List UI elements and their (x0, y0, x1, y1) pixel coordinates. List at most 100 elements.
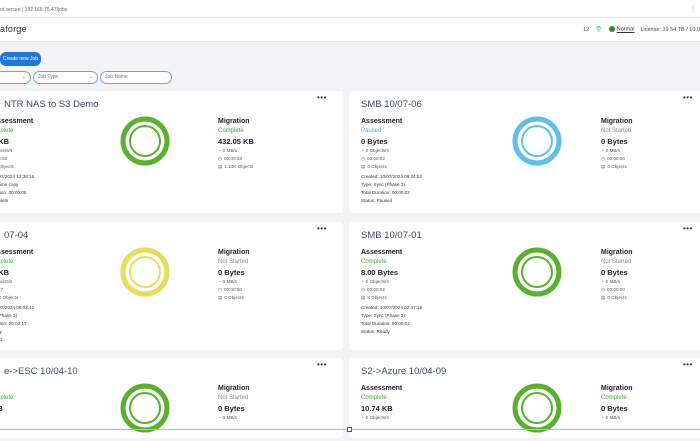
job-title[interactable]: e->ESC 10/04-10 (4, 366, 78, 377)
progress-ring-fill (512, 116, 562, 166)
job-meta-line: Type: Sync (Phase 3) (361, 313, 405, 318)
migration-stat: ◔ 0 MB/s (601, 279, 621, 284)
progress-ring (512, 383, 562, 433)
job-card[interactable]: NTR NAS to S3 Demo ••• Assessment omplete 5 … (0, 91, 343, 213)
more-options-icon[interactable]: ••• (683, 224, 693, 233)
migration-stat: ▤ 1.14K Objects (218, 164, 254, 169)
migration-size: 0 Bytes (601, 268, 628, 277)
migration-stat: ◷ 00:00:03 (218, 156, 242, 161)
clock-icon: ◷ (218, 287, 223, 292)
progress-ring-inner (521, 125, 553, 157)
job-meta-line: Status: Ready (361, 329, 390, 334)
file-icon: ▤ (218, 295, 223, 300)
job-title[interactable]: 07-04 (4, 230, 29, 241)
job-type-placeholder: Job Type (38, 74, 59, 80)
status-label[interactable]: Normal (616, 26, 635, 33)
gauge-icon: ◔ (601, 279, 604, 284)
more-options-icon[interactable]: ••• (317, 93, 327, 102)
job-meta-line: n: (Phase 3) (0, 313, 18, 318)
migration-stat: ◔ 0 MB/s (218, 415, 238, 420)
assessment-status: Paused (361, 128, 382, 134)
migration-stat: ◔ 0 MB/s (218, 148, 238, 153)
progress-ring-fill (512, 383, 562, 433)
job-type-filter[interactable]: Job Type ⌄ (33, 71, 98, 84)
status-filter[interactable]: ⌄ (0, 71, 31, 84)
progress-ring-inner (129, 392, 161, 424)
job-name-placeholder: Job Name (105, 74, 128, 80)
app-header: aforge 12 👕 Normal License: 19.54 TB / 1… (0, 18, 700, 42)
assessment-stat: ◔bjects/s (0, 279, 13, 284)
chevron-down-icon: ⌄ (21, 74, 26, 80)
progress-ring (512, 247, 562, 297)
more-options-icon[interactable]: ••• (317, 224, 327, 233)
job-card[interactable]: S2->Azure 10/04-09 ••• Assessment Complete 1… (349, 358, 700, 438)
assessment-stat: ◷17 (0, 287, 4, 292)
gauge-icon: ◔ (361, 148, 364, 153)
license-text: License: 19.54 TB / 10.0 (640, 26, 700, 33)
migration-size: 0 Bytes (601, 404, 628, 413)
more-options-icon[interactable]: ••• (683, 360, 693, 369)
job-title[interactable]: SMB 10/07-06 (361, 99, 422, 110)
resize-handle[interactable] (347, 427, 352, 432)
job-name-search-input[interactable]: Job Name (100, 71, 172, 84)
system-status[interactable]: Normal (608, 26, 635, 33)
assessment-status: Complete (361, 259, 387, 265)
job-card[interactable]: SMB 10/07-06 ••• Assessment Paused 0 Bytes ◔ 0… (349, 91, 700, 213)
gauge-icon: ◔ (218, 148, 221, 153)
file-icon: ▤ (361, 164, 366, 169)
chevron-down-icon: ⌄ (88, 74, 93, 80)
job-meta-line: uration: 00:00:06 (0, 190, 27, 195)
migration-size: 0 Bytes (218, 404, 245, 413)
assessment-stat: ▤ 8 Objects (361, 295, 387, 300)
brand-logo[interactable]: aforge (0, 24, 27, 34)
assessment-label: Assessment (361, 385, 403, 392)
assessment-label: Assessment (0, 118, 34, 125)
assessment-status: Complete (361, 395, 387, 401)
migration-label: Migration (218, 385, 250, 392)
assessment-stat: ▤ 0 Objects (361, 164, 387, 169)
migration-stat: ◔ 0 MB/s (601, 148, 621, 153)
status-dot-icon (608, 26, 615, 33)
browser-address-bar[interactable]: ot secure | 192.168.75.47/jobs ⋮ (0, 0, 700, 18)
progress-ring-fill (120, 247, 170, 297)
migration-stat: ◷ 00:00:00 (601, 156, 625, 161)
job-card[interactable]: e->ESC 10/04-10 ••• omplete KB Migration Not … (0, 358, 343, 438)
gauge-icon: ◔ (218, 279, 221, 284)
clock-icon: ◷ (218, 156, 223, 161)
job-meta-line: ssed (0, 337, 2, 342)
migration-size: 432.05 KB (218, 137, 254, 146)
assessment-label: Assessment (0, 249, 34, 256)
migration-label: Migration (601, 385, 633, 392)
progress-ring-inner (521, 256, 553, 288)
migration-stat: ▤ 0 Objects (218, 295, 244, 300)
job-meta-line: Total Duration: 00:00:02 (361, 190, 410, 195)
job-title[interactable]: S2->Azure 10/04-09 (361, 366, 447, 377)
progress-ring (512, 116, 562, 166)
assessment-status: omplete (0, 259, 14, 265)
user-icon[interactable]: 👕 (595, 27, 603, 33)
assessment-size: 0 Bytes (361, 137, 388, 146)
assessment-size: 3 KB (0, 268, 10, 277)
job-card[interactable]: SMB 10/07-01 ••• Assessment Complete 8.00 By… (349, 222, 700, 350)
create-job-button[interactable]: Create new Job (0, 52, 41, 66)
progress-ring-fill (120, 383, 170, 433)
extension-icon[interactable]: ⋮ (690, 7, 696, 13)
address-text[interactable]: ot secure | 192.168.75.47/jobs (0, 7, 68, 13)
more-options-icon[interactable]: ••• (317, 360, 327, 369)
assessment-stat: ◔ 0 Objects/s (361, 148, 389, 153)
job-meta-line: Created: 10/07/2024 09:34:52 (361, 174, 423, 179)
job-title[interactable]: NTR NAS to S3 Demo (4, 99, 99, 110)
migration-stat: ▤ 0 Objects (601, 164, 627, 169)
job-meta-line: Total Duration: 00:00:02 (361, 321, 410, 326)
assessment-size: 8.00 Bytes (361, 268, 399, 277)
job-title[interactable]: SMB 10/07-01 (361, 230, 422, 241)
assessment-size: 10.74 KB (361, 404, 393, 413)
migration-status: Not Started (218, 395, 249, 401)
gauge-icon: ◔ (218, 415, 221, 420)
more-options-icon[interactable]: ••• (683, 93, 693, 102)
file-icon: ▤ (218, 164, 223, 169)
job-card[interactable]: 07-04 ••• Assessment omplete 3 KB ◔bjects/s ◷1… (0, 222, 343, 350)
migration-size: 0 Bytes (218, 268, 245, 277)
migration-stat: ◷ 00:00:00 (601, 287, 625, 292)
notification-count[interactable]: 12 (583, 26, 590, 33)
